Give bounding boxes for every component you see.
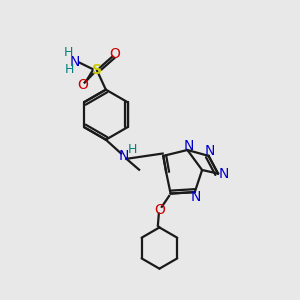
Text: O: O bbox=[77, 78, 88, 92]
Text: O: O bbox=[154, 203, 165, 217]
Text: N: N bbox=[184, 139, 194, 153]
Text: N: N bbox=[70, 55, 80, 69]
Text: N: N bbox=[219, 167, 229, 181]
Text: H: H bbox=[128, 143, 137, 156]
Text: H: H bbox=[64, 46, 73, 59]
Text: N: N bbox=[191, 190, 201, 204]
Text: H: H bbox=[64, 63, 74, 76]
Text: S: S bbox=[92, 64, 102, 77]
Text: O: O bbox=[109, 47, 120, 61]
Text: N: N bbox=[118, 149, 129, 163]
Text: N: N bbox=[205, 144, 215, 158]
